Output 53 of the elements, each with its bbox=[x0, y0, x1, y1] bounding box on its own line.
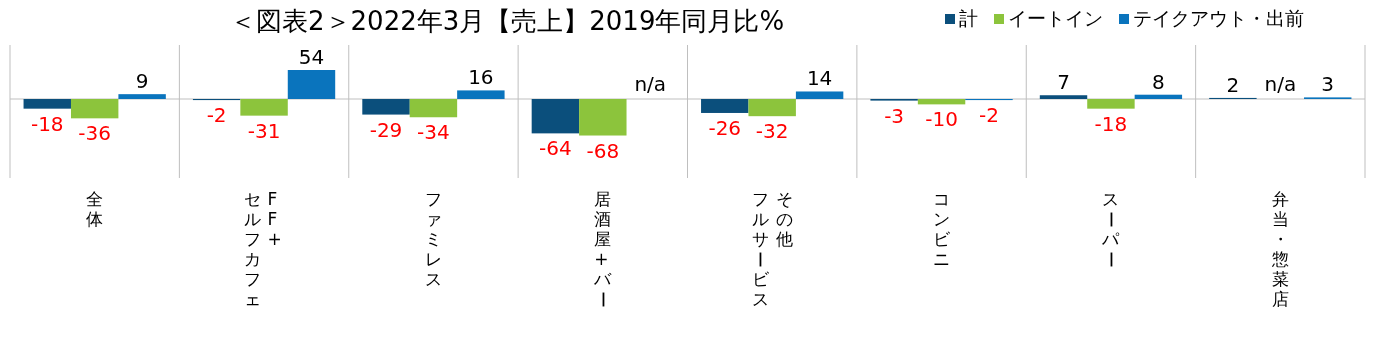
data-label: 8 bbox=[1152, 69, 1165, 94]
data-label: 9 bbox=[135, 69, 149, 94]
data-label: 3 bbox=[1321, 72, 1335, 97]
x-tick-label: コンビニ bbox=[933, 189, 952, 269]
x-tick-label: 弁当・惣菜店 bbox=[1270, 189, 1289, 309]
legend-label: テイクアウト・出前 bbox=[1133, 7, 1304, 29]
chart-title: ＜図表2＞2022年3月【売上】2019年同月比% bbox=[230, 6, 785, 36]
x-tick-label: スーパー bbox=[1100, 189, 1121, 268]
data-label: -10 bbox=[925, 107, 958, 132]
bar bbox=[531, 99, 580, 134]
text: n/a bbox=[634, 72, 667, 96]
x-tick-label: ファミレス bbox=[424, 189, 442, 289]
bar bbox=[1134, 94, 1183, 99]
data-label: -3 bbox=[884, 103, 905, 128]
bar bbox=[795, 91, 844, 99]
bar bbox=[287, 70, 336, 99]
legend-label: イートイン bbox=[1008, 7, 1103, 29]
x-tick-label: 居酒屋+バー bbox=[592, 189, 613, 308]
data-label: -64 bbox=[539, 136, 572, 161]
data-label: -18 bbox=[30, 111, 64, 136]
data-label: -2 bbox=[206, 103, 227, 128]
bar bbox=[748, 99, 796, 117]
data-label: -2 bbox=[979, 103, 999, 128]
data-label: -68 bbox=[586, 138, 620, 163]
bar bbox=[701, 99, 749, 113]
x-tick-label: 全体 bbox=[86, 189, 104, 229]
bar bbox=[240, 99, 288, 116]
bar bbox=[1039, 95, 1088, 99]
text: n/a bbox=[1264, 72, 1297, 96]
data-label: -36 bbox=[78, 121, 112, 146]
data-label: 7 bbox=[1057, 70, 1070, 95]
bar bbox=[23, 99, 71, 109]
data-label: -34 bbox=[417, 120, 450, 145]
bar bbox=[457, 90, 505, 99]
data-label: -31 bbox=[247, 118, 281, 143]
bar bbox=[362, 99, 410, 115]
data-label: 2 bbox=[1226, 72, 1240, 97]
data-label: -18 bbox=[1094, 111, 1128, 136]
bar bbox=[409, 99, 458, 118]
data-label: -32 bbox=[755, 119, 789, 144]
bar bbox=[917, 99, 966, 105]
category-label: FF+セルフカフェ bbox=[243, 189, 282, 309]
data-label: -29 bbox=[369, 117, 403, 142]
bar bbox=[70, 99, 119, 119]
data-label: 54 bbox=[298, 45, 325, 69]
bar bbox=[118, 94, 166, 99]
data-label: 16 bbox=[468, 65, 494, 90]
data-label: 14 bbox=[806, 66, 833, 91]
category-label: その他フルサービス bbox=[750, 189, 793, 309]
legend-label: 計 bbox=[959, 7, 978, 29]
data-label: -26 bbox=[708, 115, 742, 140]
bar bbox=[579, 99, 627, 136]
bar bbox=[1087, 99, 1135, 109]
